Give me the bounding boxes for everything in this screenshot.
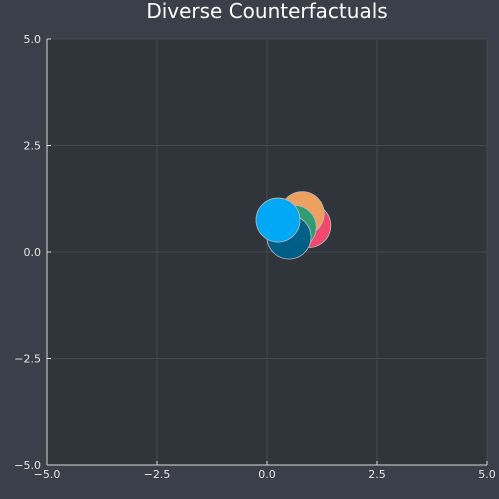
y-tick-label: 5.0: [24, 33, 42, 46]
tick-labels: −5.0 −2.5 0.0 2.5 5.0 −5.0 −2.5 0.0 2.5 5.0: [14, 33, 495, 481]
x-tick-label: −2.5: [144, 468, 171, 481]
x-tick-label: 5.0: [478, 468, 496, 481]
data-points: [255, 191, 332, 260]
y-tick-label: 2.5: [24, 140, 42, 153]
x-tick-label: 0.0: [258, 468, 276, 481]
data-point: [255, 197, 301, 243]
chart-title: Diverse Counterfactuals: [146, 0, 387, 23]
axes: [46, 38, 488, 466]
x-tick-label: 2.5: [368, 468, 386, 481]
y-tick-label: 0.0: [24, 246, 42, 259]
x-tick-label: −5.0: [34, 468, 61, 481]
y-tick-label: −5.0: [14, 459, 41, 472]
y-tick-label: −2.5: [14, 353, 41, 366]
